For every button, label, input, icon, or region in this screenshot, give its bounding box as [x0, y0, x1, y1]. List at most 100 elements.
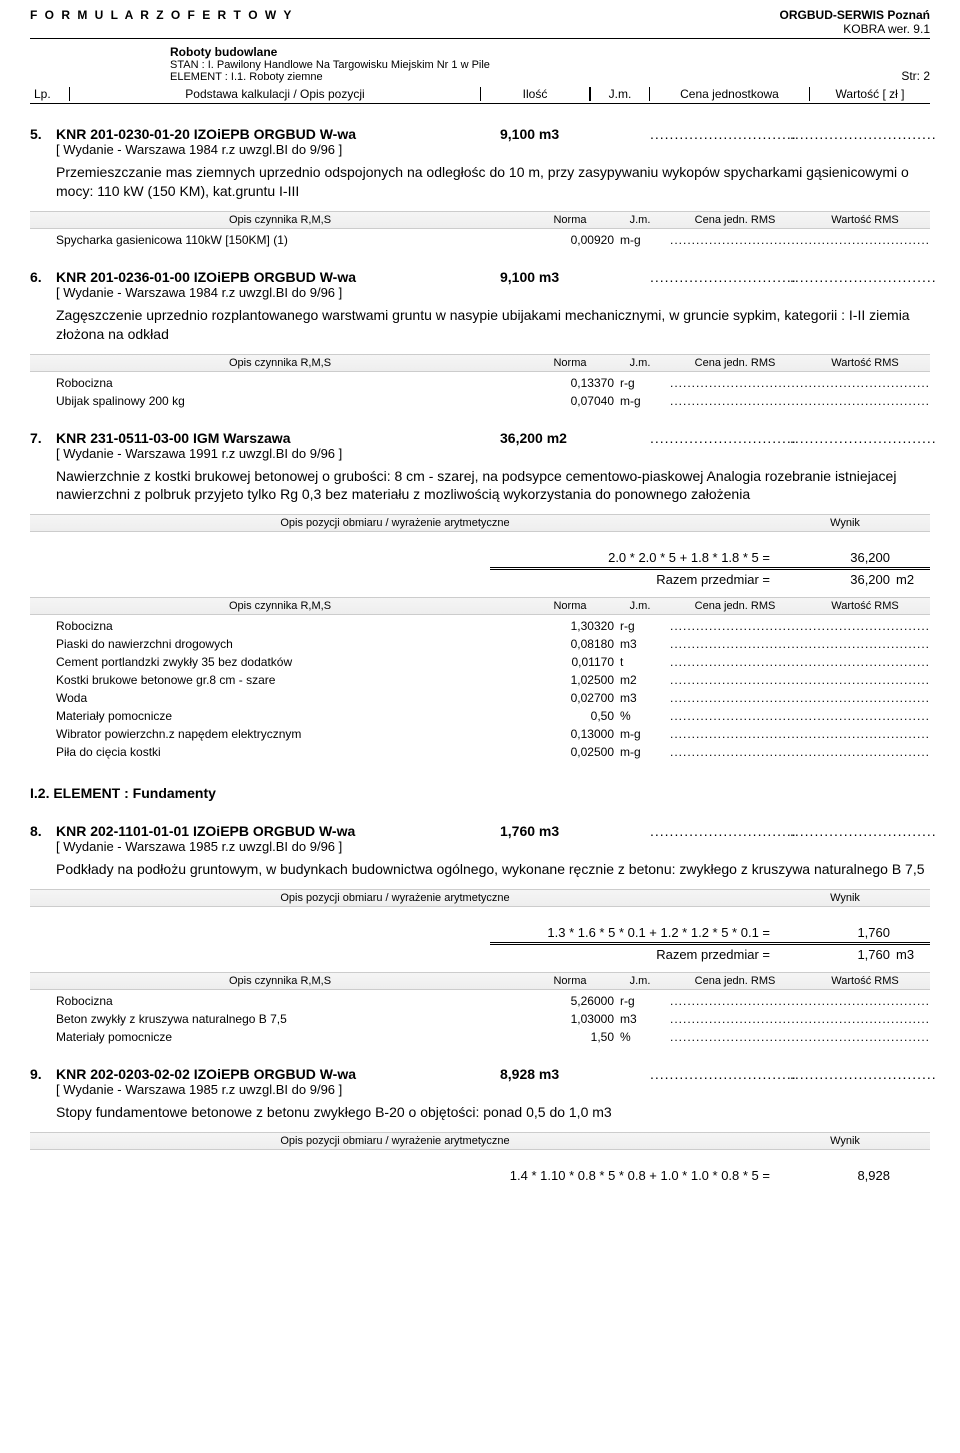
double-rule: [490, 942, 930, 945]
page-number: Str: 2: [30, 69, 930, 83]
item-sub: [ Wydanie - Warszawa 1984 r.z uwzgl.BI d…: [56, 285, 930, 300]
calc-expr: 1.4 * 1.10 * 0.8 * 5 * 0.8 + 1.0 * 1.0 *…: [30, 1168, 790, 1183]
calc-unit: [890, 1168, 930, 1183]
razem-row: Razem przedmiar = 36,200 m2: [30, 572, 930, 587]
item-desc: Zagęszczenie uprzednio rozplantowanego w…: [56, 306, 930, 344]
rms-wart-dots: ..............................: [800, 376, 930, 390]
item-num: 7.: [30, 430, 56, 446]
rms-row: Beton zwykły z kruszywa naturalnego B 7,…: [56, 1012, 930, 1026]
rms-name: Piaski do nawierzchni drogowych: [56, 637, 540, 651]
calc-expr: 2.0 * 2.0 * 5 + 1.8 * 1.8 * 5 =: [30, 550, 790, 565]
obm-header: Opis pozycji obmiaru / wyrażenie arytmet…: [30, 889, 930, 907]
rms-val: 0,07040: [540, 394, 620, 408]
rms-row: Woda0,02700m3...........................…: [56, 691, 930, 705]
rms-cena-dots: ..............................: [670, 394, 800, 408]
item-9: 9. KNR 202-0203-02-02 IZOiEPB ORGBUD W-w…: [30, 1066, 930, 1183]
rms-wart-dots: ..............................: [800, 673, 930, 687]
obm-h-wynik: Wynik: [760, 892, 930, 904]
rms-val: 0,13000: [540, 727, 620, 741]
calc-row: 1.4 * 1.10 * 0.8 * 5 * 0.8 + 1.0 * 1.0 *…: [30, 1168, 930, 1183]
rms-cena-dots: ..............................: [670, 745, 800, 759]
rms-val: 0,01170: [540, 655, 620, 669]
item-head: 7. KNR 231-0511-03-00 IGM Warszawa 36,20…: [30, 430, 930, 446]
rms-wart-dots: ..............................: [800, 1030, 930, 1044]
item-qty: 9,100 m3: [500, 126, 650, 142]
rms-cena-dots: ..............................: [670, 673, 800, 687]
company: ORGBUD-SERWIS Poznań: [780, 8, 930, 22]
rms-val: 1,30320: [540, 619, 620, 633]
obm-h-opis: Opis pozycji obmiaru / wyrażenie arytmet…: [30, 1135, 760, 1147]
rms-rows-7: Robocizna1,30320r-g.....................…: [30, 619, 930, 759]
rms-val: 0,13370: [540, 376, 620, 390]
rms-unit: m2: [620, 673, 670, 687]
rms-unit: m3: [620, 637, 670, 651]
rms-name: Robocizna: [56, 619, 540, 633]
item-num: 8.: [30, 823, 56, 839]
obm-h-wynik: Wynik: [760, 517, 930, 529]
item-desc: Stopy fundamentowe betonowe z betonu zwy…: [56, 1103, 930, 1122]
rms-header: Opis czynnika R,M,S Norma J.m. Cena jedn…: [30, 597, 930, 615]
razem-res: 36,200: [790, 572, 890, 587]
col-opis: Podstawa kalkulacji / Opis pozycji: [70, 87, 480, 101]
rms-header: Opis czynnika R,M,S Norma J.m. Cena jedn…: [30, 354, 930, 372]
rms-h-cena: Cena jedn. RMS: [670, 975, 800, 987]
wart-dots: ..............................: [790, 126, 930, 142]
form-title: F O R M U L A R Z O F E R T O W Y: [30, 8, 293, 36]
rms-row: Materiały pomocnicze0,50%...............…: [56, 709, 930, 723]
rms-h-wart: Wartość RMS: [800, 357, 930, 369]
rms-h-jm: J.m.: [610, 357, 670, 369]
item-qty: 9,100 m3: [500, 269, 650, 285]
item-5: 5. KNR 201-0230-01-20 IZOiEPB ORGBUD W-w…: [30, 126, 930, 247]
rms-row: Kostki brukowe betonowe gr.8 cm - szare1…: [56, 673, 930, 687]
rms-h-norma: Norma: [530, 214, 610, 226]
rms-val: 0,50: [540, 709, 620, 723]
item-sub: [ Wydanie - Warszawa 1984 r.z uwzgl.BI d…: [56, 142, 930, 157]
rms-cena-dots: ..............................: [670, 655, 800, 669]
cena-dots: ..............................: [650, 269, 790, 285]
rms-name: Robocizna: [56, 994, 540, 1008]
rms-name: Beton zwykły z kruszywa naturalnego B 7,…: [56, 1012, 540, 1026]
rms-unit: %: [620, 1030, 670, 1044]
rms-val: 1,02500: [540, 673, 620, 687]
rms-cena-dots: ..............................: [670, 709, 800, 723]
rms-row: Spycharka gasienicowa 110kW [150KM] (1)0…: [56, 233, 930, 247]
razem-unit: m2: [890, 572, 930, 587]
rms-unit: r-g: [620, 994, 670, 1008]
rms-wart-dots: ..............................: [800, 637, 930, 651]
wart-dots: ..............................: [790, 269, 930, 285]
rms-val: 5,26000: [540, 994, 620, 1008]
rms-row: Ubijak spalinowy 200 kg0,07040m-g.......…: [56, 394, 930, 408]
rms-row: Robocizna5,26000r-g.....................…: [56, 994, 930, 1008]
rms-val: 0,00920: [540, 233, 620, 247]
rms-row: Piaski do nawierzchni drogowych0,08180m3…: [56, 637, 930, 651]
rms-h-cena: Cena jedn. RMS: [670, 357, 800, 369]
col-ilosc: Ilość: [480, 87, 590, 101]
rms-header: Opis czynnika R,M,S Norma J.m. Cena jedn…: [30, 972, 930, 990]
item-7: 7. KNR 231-0511-03-00 IGM Warszawa 36,20…: [30, 430, 930, 760]
rms-h-norma: Norma: [530, 975, 610, 987]
rms-header: Opis czynnika R,M,S Norma J.m. Cena jedn…: [30, 211, 930, 229]
item-qty: 1,760 m3: [500, 823, 650, 839]
rms-row: Robocizna1,30320r-g.....................…: [56, 619, 930, 633]
rms-unit: m-g: [620, 727, 670, 741]
item-title: KNR 202-1101-01-01 IZOiEPB ORGBUD W-wa: [56, 823, 500, 839]
rms-cena-dots: ..............................: [670, 619, 800, 633]
version: KOBRA wer. 9.1: [780, 22, 930, 36]
rms-cena-dots: ..............................: [670, 1012, 800, 1026]
item-desc: Przemieszczanie mas ziemnych uprzednio o…: [56, 163, 930, 201]
item-num: 5.: [30, 126, 56, 142]
razem-res: 1,760: [790, 947, 890, 962]
razem-row: Razem przedmiar = 1,760 m3: [30, 947, 930, 962]
item-head: 6. KNR 201-0236-01-00 IZOiEPB ORGBUD W-w…: [30, 269, 930, 285]
rms-name: Robocizna: [56, 376, 540, 390]
rms-name: Ubijak spalinowy 200 kg: [56, 394, 540, 408]
rms-cena-dots: ..............................: [670, 233, 800, 247]
rms-row: Cement portlandzki zwykły 35 bez dodatkó…: [56, 655, 930, 669]
col-jm: J.m.: [590, 87, 650, 101]
rms-cena-dots: ..............................: [670, 637, 800, 651]
item-sub: [ Wydanie - Warszawa 1985 r.z uwzgl.BI d…: [56, 839, 930, 854]
calc-row: 2.0 * 2.0 * 5 + 1.8 * 1.8 * 5 = 36,200: [30, 550, 930, 565]
rms-row: Robocizna0,13370r-g.....................…: [56, 376, 930, 390]
rms-h-wart: Wartość RMS: [800, 975, 930, 987]
rms-unit: m-g: [620, 745, 670, 759]
